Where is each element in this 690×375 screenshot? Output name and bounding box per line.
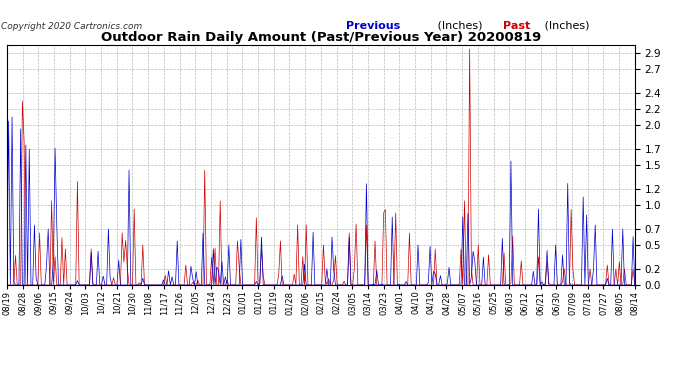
Title: Outdoor Rain Daily Amount (Past/Previous Year) 20200819: Outdoor Rain Daily Amount (Past/Previous… [101, 31, 541, 44]
Text: (Inches): (Inches) [541, 21, 589, 31]
Text: Copyright 2020 Cartronics.com: Copyright 2020 Cartronics.com [1, 22, 142, 31]
Text: Past: Past [503, 21, 530, 31]
Text: (Inches): (Inches) [434, 21, 482, 31]
Text: Previous: Previous [346, 21, 400, 31]
